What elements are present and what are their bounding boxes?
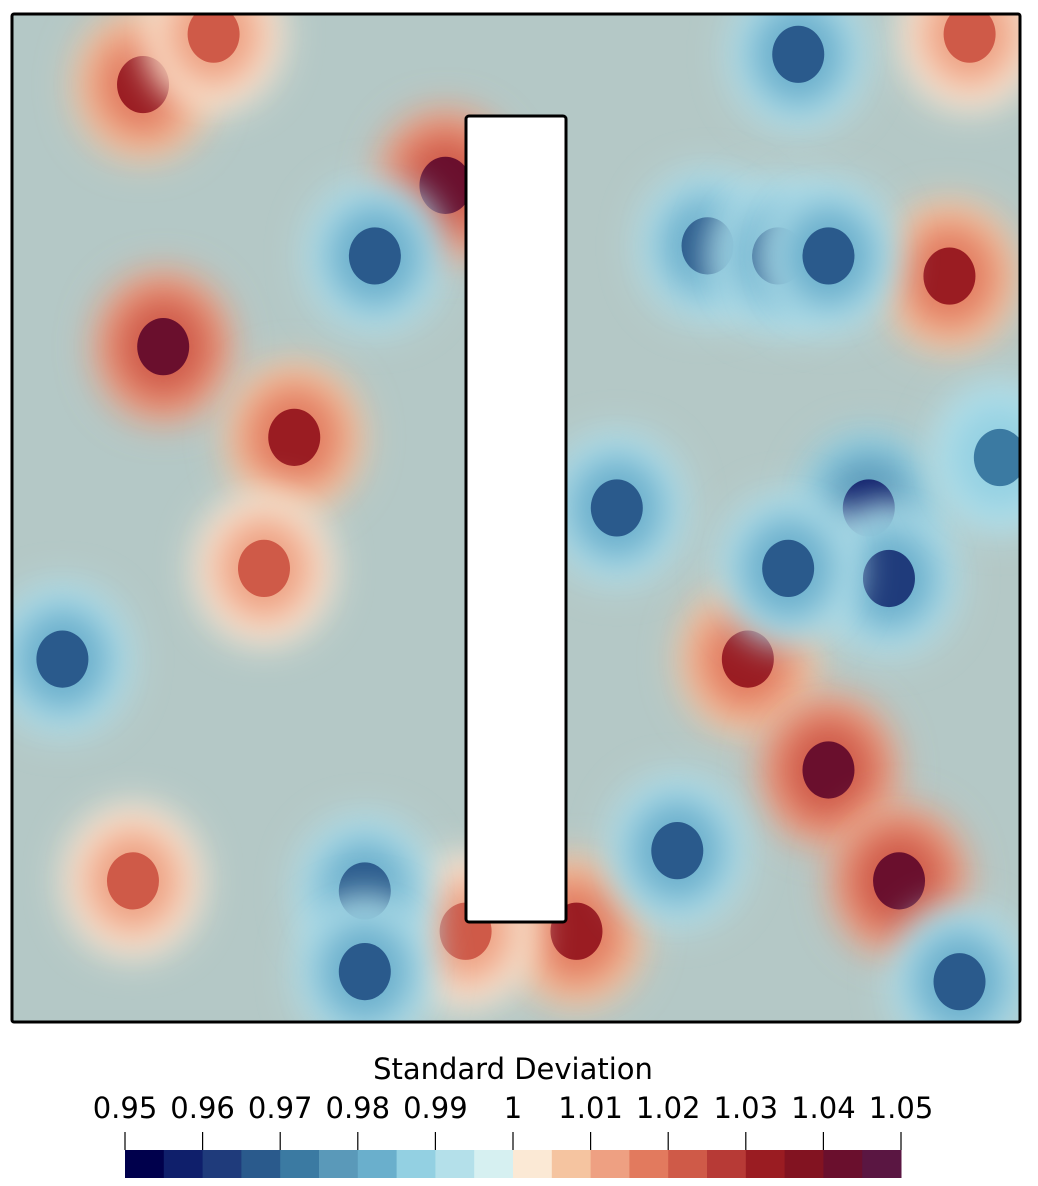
colorbar-band-17 (784, 1150, 824, 1178)
colorbar-bands (125, 1150, 902, 1178)
colorbar-band-15 (707, 1150, 747, 1178)
colorbar-tick-label-6: 1.01 (558, 1091, 623, 1125)
colorbar-band-9 (474, 1150, 514, 1178)
colorbar-tick-label-10: 1.05 (869, 1091, 934, 1125)
colorbar: Standard Deviation 0.95 0.96 0.97 0.98 0.99 1… (93, 1052, 934, 1178)
colorbar-tick-label-1: 0.96 (170, 1091, 235, 1125)
colorbar-band-13 (629, 1150, 669, 1178)
hot-spot-3-layer-2 (268, 408, 321, 466)
colorbar-band-11 (551, 1150, 592, 1178)
colorbar-tick-label-8: 1.03 (714, 1091, 779, 1125)
colorbar-band-18 (823, 1150, 863, 1178)
colorbar-band-6 (357, 1150, 398, 1178)
cold-spot-11-layer-2 (651, 822, 704, 880)
colorbar-tick-label-5: 1 (504, 1091, 522, 1125)
colorbar-band-0 (125, 1150, 165, 1178)
colorbar-band-7 (396, 1150, 436, 1178)
hot-spot-9-layer-2 (802, 741, 855, 799)
colorbar-band-19 (862, 1150, 902, 1178)
colorbar-band-5 (319, 1150, 359, 1178)
hot-spot-5-layer-2 (106, 852, 159, 910)
hot-spot-1-layer-2 (419, 156, 472, 214)
colorbar-tick-label-0: 0.95 (93, 1091, 158, 1125)
colorbar-tick-labels: 0.95 0.96 0.97 0.98 0.99 1 1.01 1.02 1.03 1.04 1.0… (93, 1091, 934, 1125)
colorbar-band-2 (202, 1150, 242, 1178)
colorbar-band-12 (590, 1150, 630, 1178)
colorbar-tick-label-4: 0.99 (403, 1091, 468, 1125)
cold-spot-8-layer-2 (802, 227, 855, 285)
cold-spot-2-layer-2 (590, 479, 643, 537)
colorbar-band-8 (435, 1150, 475, 1178)
colorbar-band-16 (745, 1150, 786, 1178)
colorbar-band-1 (163, 1150, 204, 1178)
hot-spot-12-layer-2 (187, 14, 240, 63)
hot-spot-13-layer-2 (943, 14, 996, 63)
plot-area (10, 12, 1022, 1024)
colorbar-tick-label-2: 0.97 (248, 1091, 313, 1125)
cold-spot-13-layer-2 (973, 428, 1020, 487)
cold-spot-10-layer-2 (338, 943, 391, 1001)
hot-spot-8-layer-2 (721, 630, 774, 688)
cold-spot-12-layer-2 (933, 953, 986, 1011)
hot-spot-4-layer-2 (238, 539, 290, 598)
cold-spot-5-layer-2 (348, 227, 401, 285)
colorbar-ticks (124, 1132, 902, 1150)
colorbar-tick-label-3: 0.98 (326, 1091, 391, 1125)
colorbar-band-14 (668, 1150, 708, 1178)
cold-spot-1-layer-2 (862, 549, 915, 608)
cold-spot-3-layer-2 (36, 630, 89, 688)
plot-border (10, 12, 1022, 1024)
domain-hole (464, 114, 568, 924)
hot-spot-10-layer-2 (873, 852, 926, 910)
colorbar-tick-label-9: 1.04 (791, 1091, 856, 1125)
colorbar-tick-label-7: 1.02 (636, 1091, 701, 1125)
colorbar-band-3 (241, 1150, 281, 1178)
colorbar-title: Standard Deviation (373, 1052, 653, 1086)
cold-spot-4-layer-2 (772, 25, 825, 83)
colorbar-band-10 (513, 1150, 553, 1178)
colorbar-band-4 (280, 1150, 320, 1178)
hot-spot-2-layer-2 (137, 318, 190, 376)
cold-spot-14-layer-2 (762, 539, 815, 598)
hot-spot-11-layer-2 (923, 247, 976, 305)
